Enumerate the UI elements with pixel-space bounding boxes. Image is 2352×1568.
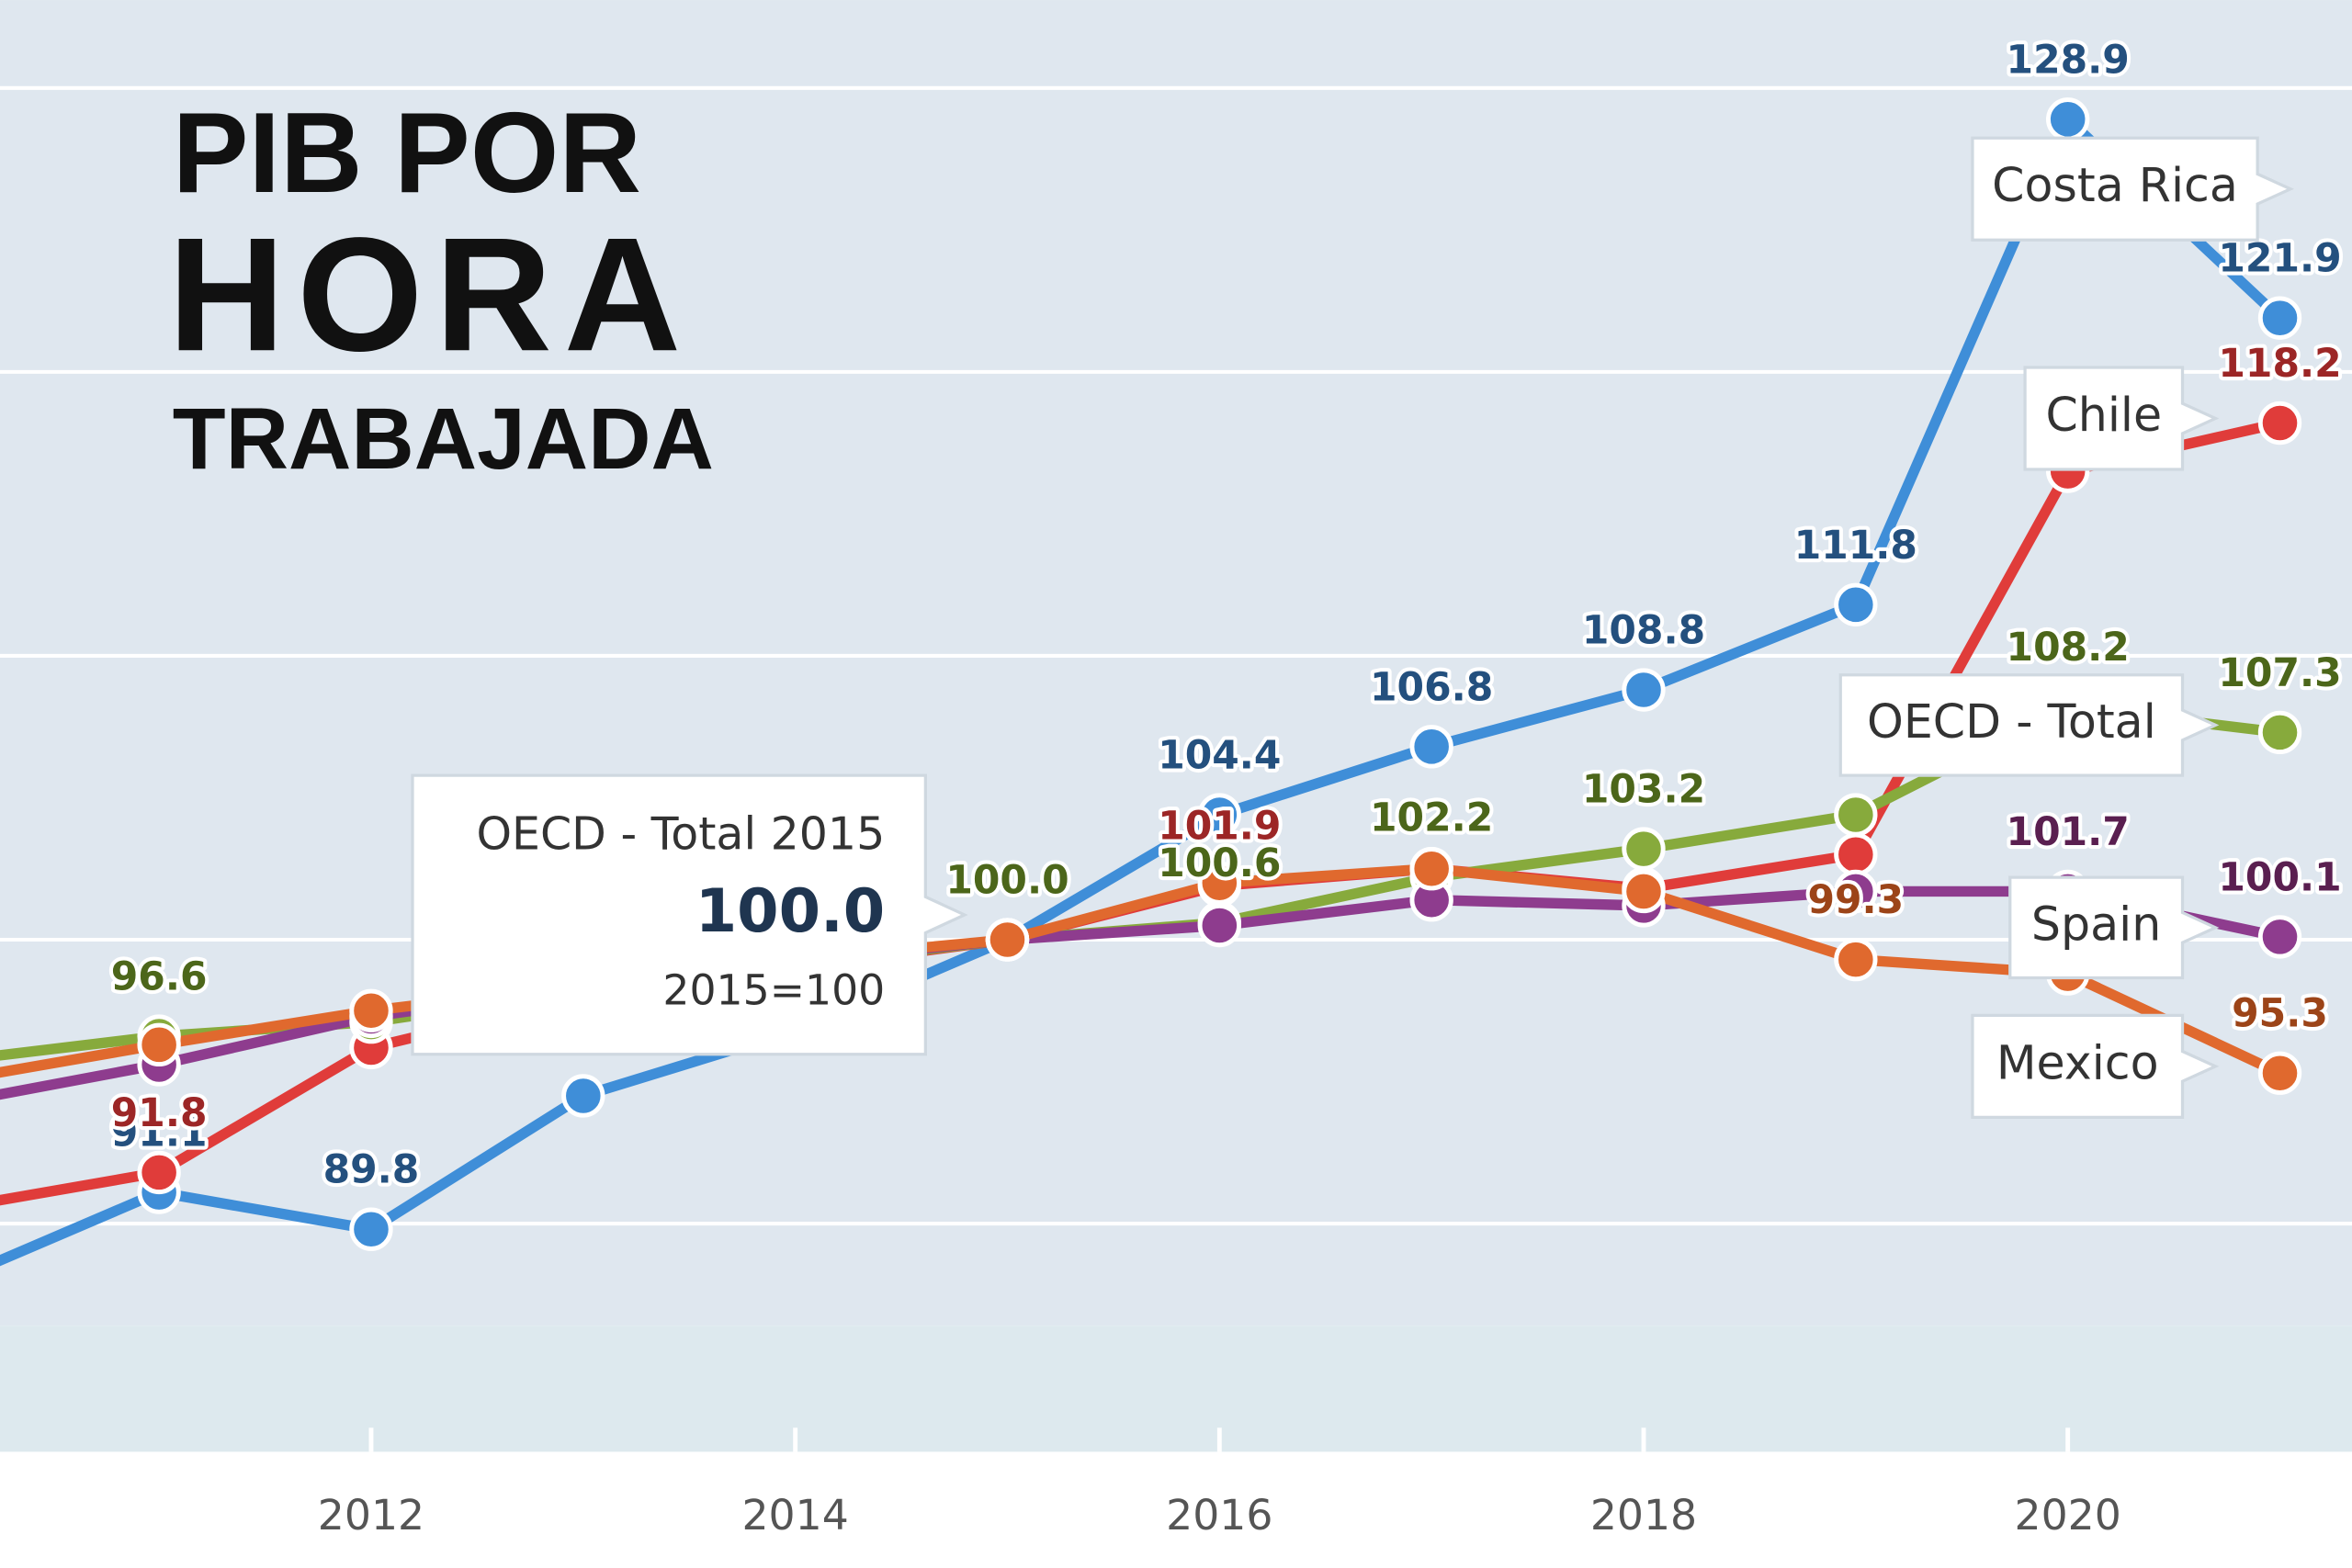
legend-label: Spain xyxy=(2031,897,2161,951)
x-tick-label: 2018 xyxy=(1590,1491,1697,1540)
value-label: 118.2 xyxy=(2218,342,2341,387)
value-label: 89.8 xyxy=(323,1148,420,1193)
value-label: 91.1 xyxy=(111,1111,208,1156)
legend-box xyxy=(1971,136,2295,242)
tooltip: OECD - Total 2015 100.0 2015=100 xyxy=(411,773,968,1056)
data-point xyxy=(2257,400,2302,446)
data-point xyxy=(2257,296,2302,340)
value-labels: 91.1 89.8 104.4 106.8 108.8 111.8 128.9 121.9 91… xyxy=(107,34,2346,1197)
lines xyxy=(0,97,2302,1267)
legend: Costa Rica Chile OECD - Total Spain Mexico xyxy=(1838,136,2295,1119)
data-point xyxy=(1622,869,1666,914)
data-point xyxy=(1409,725,1453,769)
data-point xyxy=(2257,710,2302,755)
value-label: 107.3 xyxy=(2218,651,2341,696)
data-point xyxy=(349,1207,393,1251)
data-point xyxy=(561,1074,605,1118)
title: PIB POR HORA TRABAJADA xyxy=(168,90,714,488)
legend-box xyxy=(1971,1013,2220,1119)
tooltip-value: 100.0 xyxy=(695,876,886,946)
value-label: 103.2 xyxy=(1582,768,1705,813)
value-label: 99.3 xyxy=(1807,878,1904,923)
tooltip-note: 2015=100 xyxy=(662,965,885,1014)
data-point xyxy=(1409,847,1453,891)
series-line xyxy=(0,886,2281,1100)
data-point xyxy=(1834,832,1878,876)
series-line xyxy=(0,863,2282,1078)
value-label: 106.8 xyxy=(1370,665,1493,710)
value-label: 95.3 xyxy=(2232,992,2328,1037)
value-label: 101.9 xyxy=(1158,805,1281,850)
data-point xyxy=(349,988,393,1032)
value-label: 104.4 xyxy=(1158,733,1281,778)
data-point xyxy=(1834,582,1878,626)
series-line xyxy=(0,114,2284,1267)
data-point xyxy=(1834,937,1878,982)
data-point xyxy=(2257,1051,2302,1095)
value-label: 96.6 xyxy=(111,955,208,1000)
value-label: 91.8 xyxy=(111,1091,208,1136)
legend-label: Chile xyxy=(2045,388,2162,442)
legend-box xyxy=(2008,875,2220,980)
data-point xyxy=(1622,668,1666,712)
x-tick-label: 2012 xyxy=(318,1491,424,1540)
data-point xyxy=(137,1022,181,1067)
value-label: 100.0 xyxy=(945,858,1069,903)
data-point xyxy=(1834,869,1878,914)
legend-box xyxy=(2023,366,2220,471)
data-point xyxy=(1197,861,1241,905)
title-line: PIB POR xyxy=(173,90,641,217)
tooltip-box xyxy=(411,773,968,1056)
data-point xyxy=(1197,793,1241,837)
title-line: TRABAJADA xyxy=(173,390,714,488)
data-point xyxy=(985,918,1030,962)
grid: 201020122014201620182020 xyxy=(0,85,2352,1540)
data-point xyxy=(1622,827,1666,871)
value-label: 108.8 xyxy=(1582,608,1705,653)
data-point xyxy=(2046,97,2090,141)
value-label: 108.2 xyxy=(2007,626,2130,671)
value-label: 121.9 xyxy=(2218,237,2341,282)
value-label: 128.9 xyxy=(2007,38,2130,83)
value-label: 100.6 xyxy=(1158,841,1281,886)
value-label: 111.8 xyxy=(1794,524,1917,569)
x-tick-label: 2020 xyxy=(2015,1491,2121,1540)
data-point xyxy=(1197,903,1241,948)
legend-box xyxy=(1838,673,2220,777)
value-label: 100.1 xyxy=(2218,855,2341,900)
tooltip-title: OECD - Total 2015 xyxy=(477,808,886,861)
title-line: HORA xyxy=(168,204,693,385)
legend-label: Costa Rica xyxy=(1992,158,2238,212)
value-label: 102.2 xyxy=(1370,795,1493,840)
data-point xyxy=(2257,915,2302,959)
value-label: 101.7 xyxy=(2007,810,2130,855)
data-point xyxy=(137,1150,181,1195)
legend-label: OECD - Total xyxy=(1867,694,2156,749)
data-point xyxy=(1834,793,1878,837)
legend-label: Mexico xyxy=(1996,1035,2159,1089)
x-tick-label: 2014 xyxy=(741,1491,848,1540)
x-tick-label: 2016 xyxy=(1166,1491,1272,1540)
axis-band xyxy=(0,1325,2352,1452)
